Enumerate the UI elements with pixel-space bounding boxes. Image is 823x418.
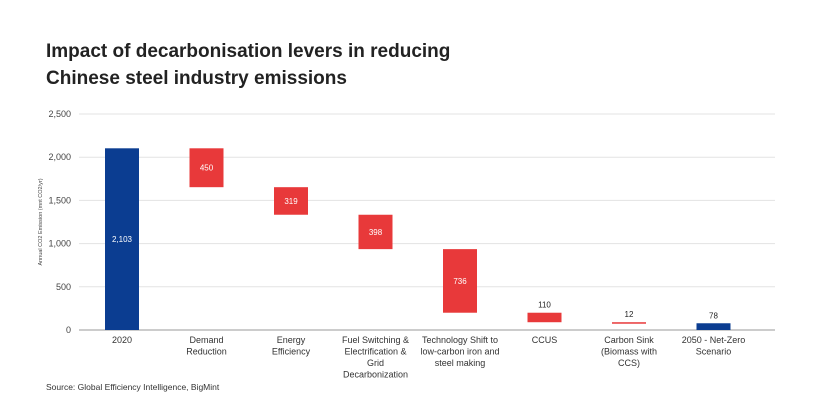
x-tick-label-line: Electrification & [344,347,406,357]
x-tick-label-line: Carbon Sink [604,335,654,345]
data-label: 736 [453,277,467,286]
x-tick-label-line: Decarbonization [343,370,408,380]
y-tick-label: 1,500 [48,195,71,205]
x-tick-label: Demand Reduction [186,335,227,357]
x-tick-label: Energy Efficiency [272,335,311,357]
x-tick-label-line: Reduction [186,347,227,357]
x-tick-label: 2050 - Net-Zero Scenario [682,335,746,357]
x-tick-label-line: Demand [189,335,223,345]
label-layer: 0 500 1,000 1,500 2,000 2,500 2,103 2020 450 Dema… [48,109,745,380]
x-tick-label-line: low-carbon iron and [420,347,499,357]
x-tick-label: CCUS [532,335,558,345]
bar-reduction [612,322,646,324]
bar-total [105,148,139,330]
data-label: 12 [625,310,634,319]
x-tick-label: Fuel Switching & Electrification & Grid Dec… [342,335,409,380]
y-tick-label: 1,000 [48,239,71,249]
bar-total [696,323,731,330]
x-tick-label-line: Scenario [696,347,732,357]
x-tick-label-line: steel making [435,358,486,368]
bar-reduction [527,312,562,323]
x-tick-label-line: 2050 - Net-Zero [682,335,746,345]
y-tick-label: 500 [56,282,71,292]
x-tick-label-line: Energy [277,335,306,345]
chart-title: Impact of decarbonisation levers in redu… [46,38,450,92]
y-tick-label: 2,500 [48,109,71,119]
data-label: 450 [200,164,214,173]
x-tick-label-line: CCS) [618,358,640,368]
x-tick-label-line: 2020 [112,335,132,345]
bar-reduction [189,148,224,188]
chart-title-line-2: Chinese steel industry emissions [46,68,347,89]
bar-reduction [443,249,477,313]
x-tick-label: Carbon Sink (Biomass with CCS) [601,335,657,368]
data-label: 2,103 [112,235,133,244]
y-tick-label: 2,000 [48,152,71,162]
data-label: 110 [538,301,551,310]
x-tick-label-line: Technology Shift to [422,335,498,345]
grid-layer [79,113,775,331]
x-tick-label: 2020 [112,335,132,345]
data-label: 78 [709,311,718,320]
x-tick-label-line: CCUS [532,335,558,345]
x-tick-label: Technology Shift to low-carbon iron and st… [420,335,499,368]
x-tick-label-line: Fuel Switching & [342,335,409,345]
chart-title-line-1: Impact of decarbonisation levers in redu… [46,41,451,62]
data-label: 319 [284,197,298,206]
data-label: 398 [369,228,383,237]
bar-reduction [274,187,308,215]
y-axis-label: Annual CO2 Emission (mnt CO2/yr) [38,178,44,265]
x-tick-label-line: Grid [367,358,384,368]
source-note: Source: Global Efficiency Intelligence, … [46,382,220,392]
bar-layer [105,148,731,330]
y-tick-label: 0 [66,325,71,335]
bar-reduction [358,214,393,250]
x-tick-label-line: (Biomass with [601,347,657,357]
x-tick-label-line: Efficiency [272,347,311,357]
